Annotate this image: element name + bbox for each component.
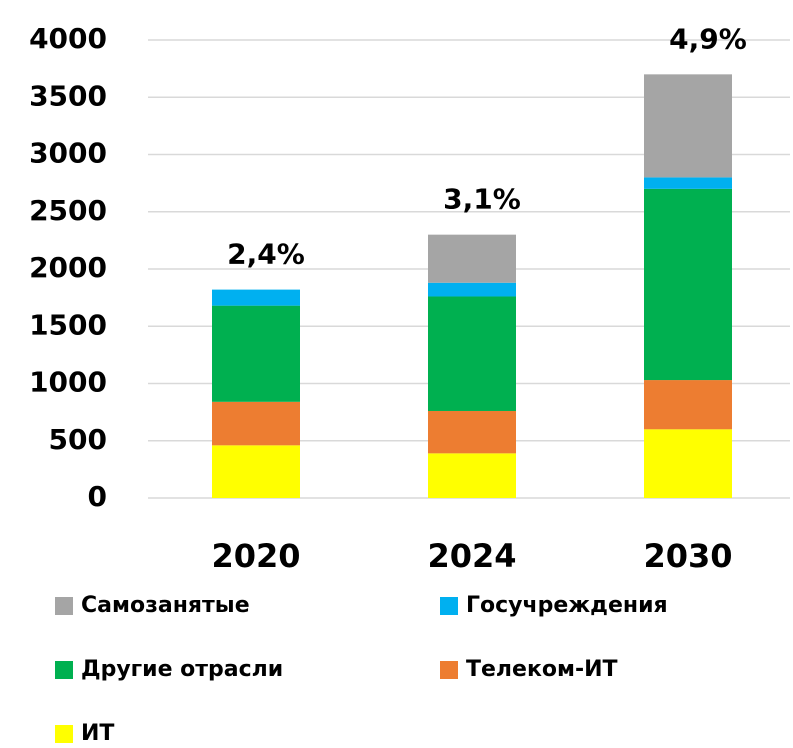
y-tick-label: 1000 <box>29 366 107 399</box>
legend-label: Телеком-ИТ <box>466 657 618 682</box>
y-tick-label: 2000 <box>29 251 107 284</box>
bar-segment <box>644 380 732 430</box>
y-tick-label: 2500 <box>29 194 107 227</box>
y-tick-label: 0 <box>88 480 107 513</box>
bar-segment <box>644 429 732 498</box>
bar-annotation: 2,4% <box>227 238 305 271</box>
bar-segment <box>428 453 516 498</box>
legend-label: Другие отрасли <box>81 657 283 682</box>
legend-swatch <box>55 661 73 679</box>
y-tick-label: 1500 <box>29 308 107 341</box>
bar-annotation: 4,9% <box>669 22 747 55</box>
legend-label: Госучреждения <box>466 593 668 618</box>
bar-segment <box>212 305 300 402</box>
bar-segment <box>428 296 516 411</box>
bar-annotation: 3,1% <box>443 183 521 216</box>
legend-label: Самозанятые <box>81 593 250 618</box>
y-tick-label: 3000 <box>29 137 107 170</box>
y-tick-label: 500 <box>49 423 107 456</box>
bar-segment <box>212 445 300 498</box>
bar-segment <box>644 177 732 189</box>
bar-segment <box>428 410 516 454</box>
y-tick-label: 3500 <box>29 79 107 112</box>
bar-segment <box>212 289 300 306</box>
y-tick-label: 4000 <box>29 22 107 55</box>
legend-swatch <box>440 661 458 679</box>
bar-segment <box>428 234 516 283</box>
bar-segment <box>644 188 732 381</box>
legend-swatch <box>55 597 73 615</box>
x-tick-label: 2024 <box>427 537 516 575</box>
bar-segment <box>212 401 300 446</box>
x-tick-label: 2030 <box>643 537 732 575</box>
legend-swatch <box>55 725 73 743</box>
bar-segment <box>428 282 516 297</box>
bar-segment <box>644 74 732 178</box>
legend-swatch <box>440 597 458 615</box>
x-tick-label: 2020 <box>211 537 300 575</box>
legend-label: ИТ <box>81 721 114 746</box>
